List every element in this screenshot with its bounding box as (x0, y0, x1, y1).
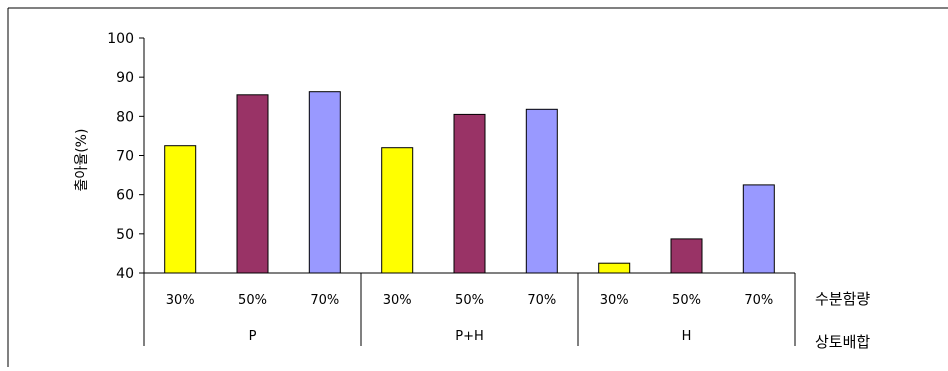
x-group-label: P+H (455, 329, 484, 344)
x-category-label: 50% (672, 293, 701, 308)
y-tick-label: 100 (107, 31, 134, 47)
x-category-label: 50% (238, 293, 267, 308)
level-label-moisture: 수분함량 (815, 290, 870, 308)
bar-p-30pct (164, 145, 197, 274)
y-axis-title: 출아율(%) (74, 129, 90, 192)
x-category-label: 70% (744, 293, 773, 308)
y-tick-label: 60 (116, 188, 134, 204)
x-category-label: 30% (600, 293, 629, 308)
bar-p-50pct (236, 94, 269, 274)
bars (164, 91, 775, 274)
bar-p-70pct (308, 91, 341, 274)
level-label-mix: 상토배합 (815, 333, 870, 351)
y-tick-label: 80 (116, 109, 134, 125)
bar-h-50pct (670, 238, 703, 274)
x-group-label: P (249, 329, 257, 344)
x-category-labels: 30% 50% 70% P 30% 50% 70% P+H 30% 50% 70% H (166, 293, 774, 344)
bar-pplush-50pct (453, 113, 486, 274)
group-separators (143, 273, 796, 346)
bar-pplush-30pct (381, 147, 414, 274)
x-category-label: 30% (166, 293, 195, 308)
bar-h-30pct (598, 262, 631, 274)
bar-pplush-70pct (525, 108, 558, 274)
x-category-label: 70% (527, 293, 556, 308)
y-tick-label: 40 (116, 266, 134, 282)
y-ticks: 40 50 60 70 80 90 100 (107, 31, 144, 282)
y-tick-label: 90 (116, 70, 134, 86)
x-category-label: 50% (455, 293, 484, 308)
y-tick-label: 50 (116, 227, 134, 243)
x-category-label: 30% (383, 293, 412, 308)
y-tick-label: 70 (116, 149, 134, 165)
x-group-label: H (682, 329, 692, 344)
x-category-label: 70% (310, 293, 339, 308)
bar-h-70pct (742, 184, 775, 274)
